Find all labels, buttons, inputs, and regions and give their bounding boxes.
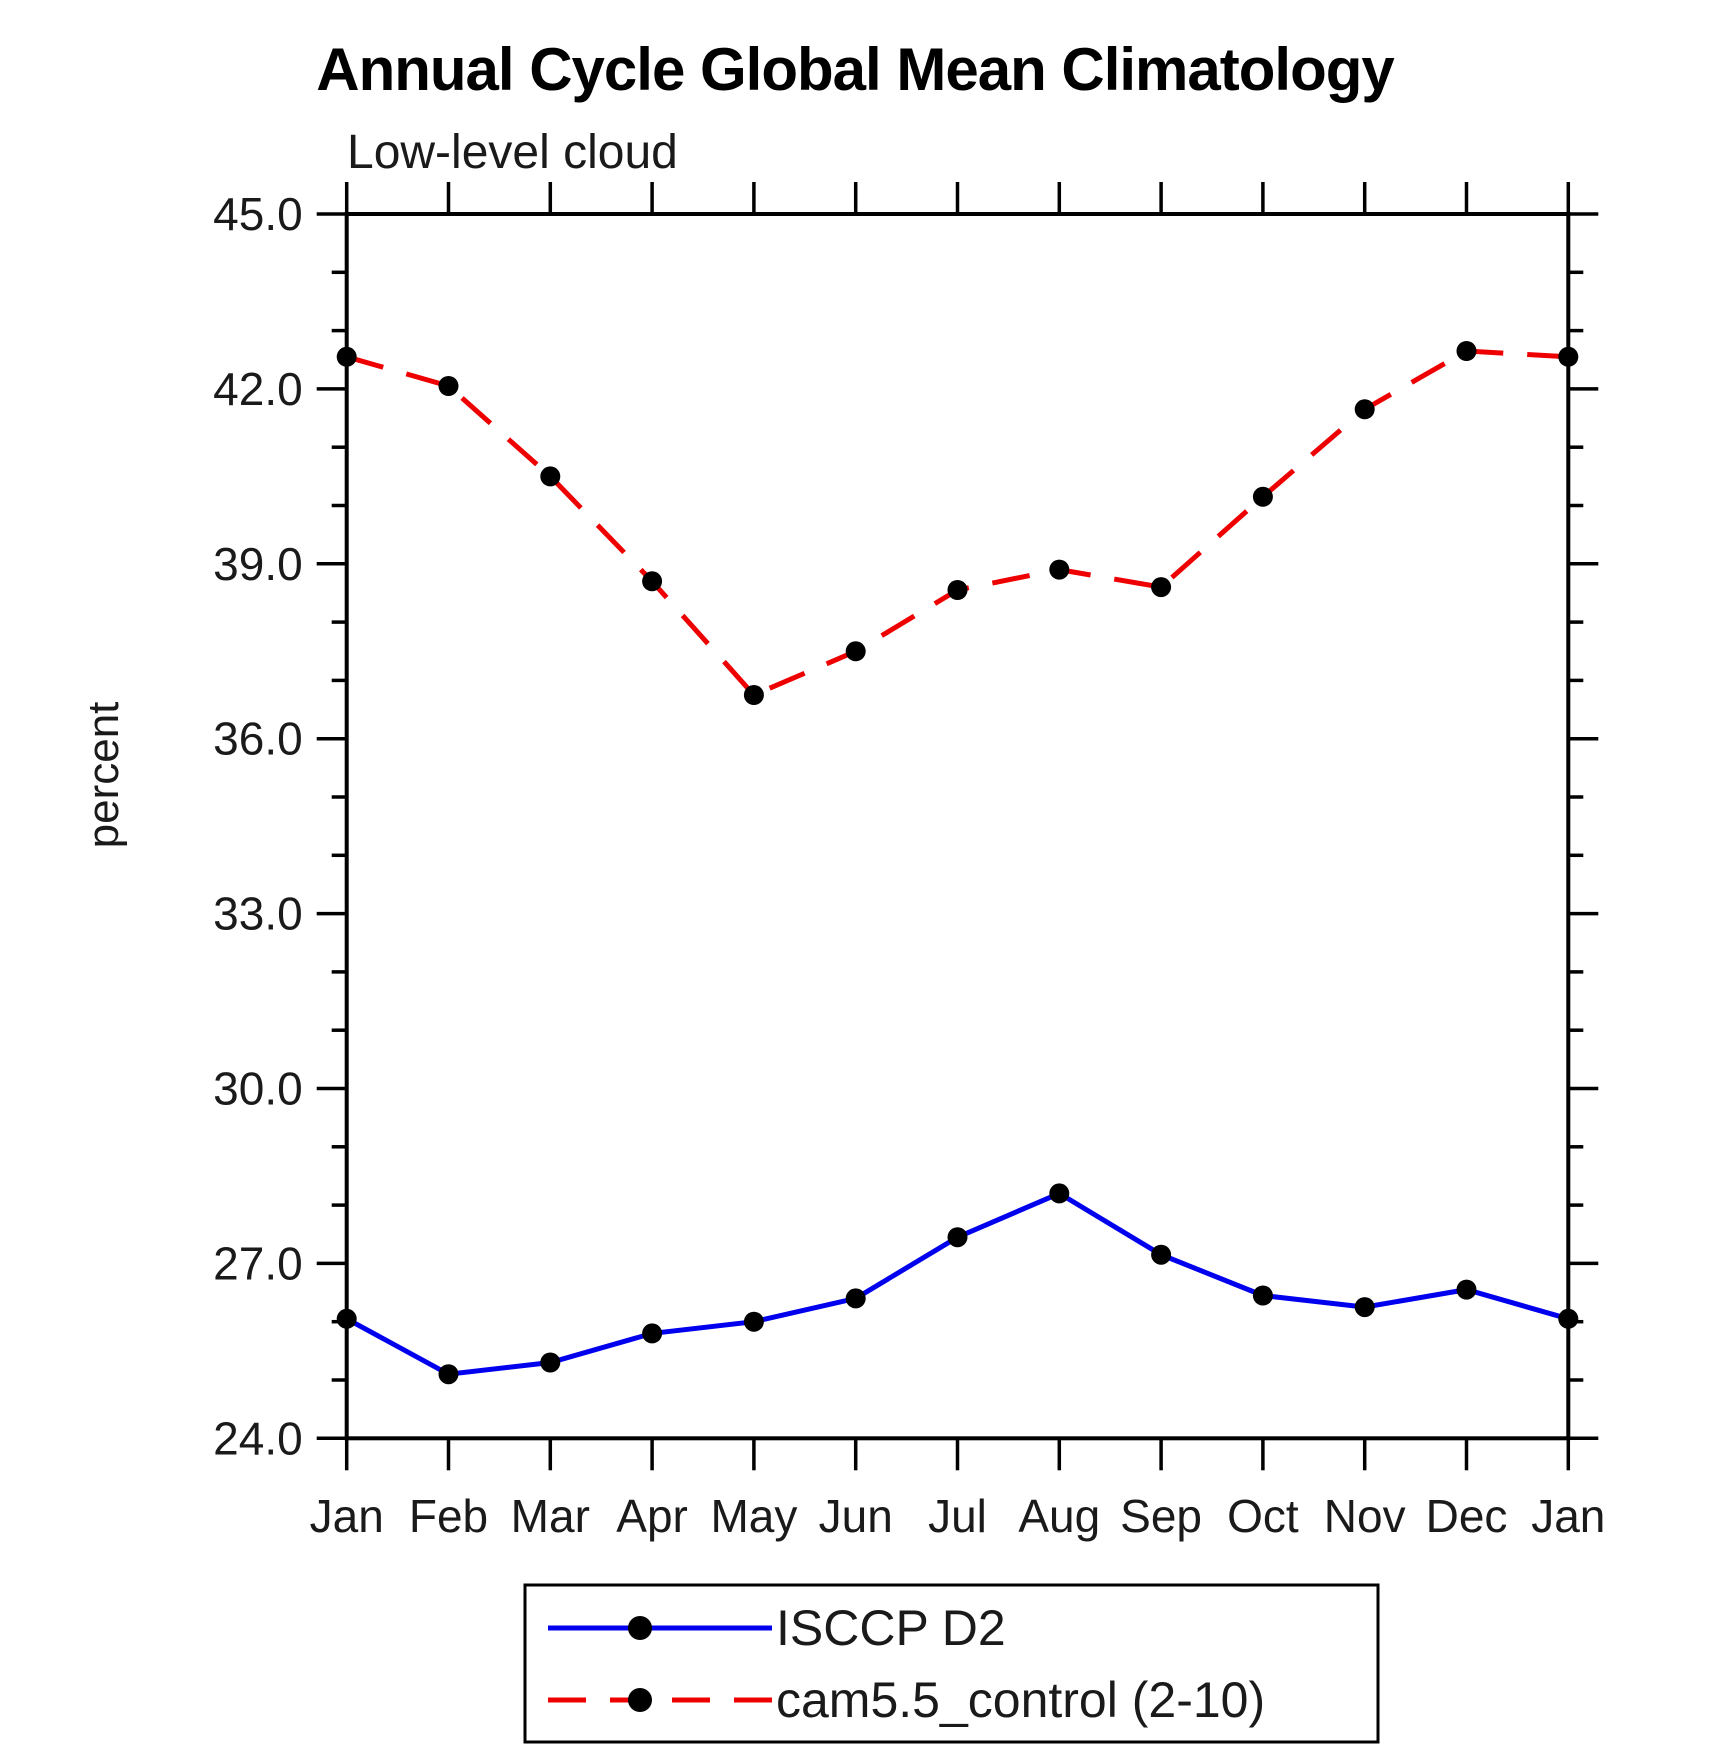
- series-marker-1: [438, 376, 459, 396]
- x-tick-label: Jul: [928, 1490, 987, 1542]
- series-marker-1: [1049, 559, 1070, 580]
- series-marker-0: [438, 1364, 459, 1385]
- series-marker-0: [1558, 1308, 1579, 1329]
- series-marker-1: [1558, 346, 1579, 367]
- y-tick-label: 39.0: [213, 538, 303, 590]
- y-tick-label: 30.0: [213, 1063, 303, 1115]
- series-marker-1: [1354, 399, 1375, 420]
- chart-subtitle: Low-level cloud: [347, 126, 678, 179]
- series-marker-1: [540, 466, 561, 487]
- series-line-1: [346, 348, 1569, 699]
- series-line-0: [345, 1190, 1569, 1377]
- legend-box: [523, 1583, 1380, 1744]
- y-tick-label: 36.0: [213, 713, 303, 765]
- y-tick-label: 33.0: [213, 888, 303, 940]
- series-marker-0: [845, 1288, 866, 1309]
- x-tick-label: Oct: [1227, 1490, 1299, 1542]
- x-tick-label: Jan: [310, 1490, 384, 1542]
- y-tick-label: 27.0: [213, 1237, 303, 1289]
- legend-marker-0: [628, 1616, 652, 1640]
- y-axis-title: percent: [79, 702, 128, 849]
- x-tick-label: Apr: [616, 1490, 688, 1542]
- series-marker-0: [947, 1227, 968, 1248]
- series-marker-1: [642, 571, 663, 592]
- series-marker-0: [1354, 1297, 1375, 1318]
- series-marker-0: [540, 1352, 561, 1373]
- series-marker-1: [1456, 341, 1477, 361]
- series-marker-1: [336, 346, 357, 367]
- legend-label-0: ISCCP D2: [776, 1600, 1006, 1656]
- series-marker-1: [1151, 577, 1172, 598]
- x-tick-label: Jun: [819, 1490, 893, 1542]
- series-marker-0: [336, 1308, 357, 1329]
- x-tick-label: Feb: [409, 1490, 488, 1542]
- x-tick-label: Nov: [1324, 1490, 1406, 1542]
- x-tick-label: Sep: [1120, 1490, 1202, 1542]
- series-marker-0: [743, 1311, 764, 1332]
- series-marker-0: [1252, 1285, 1273, 1306]
- x-tick-label: Mar: [511, 1490, 590, 1542]
- series-marker-0: [1456, 1279, 1477, 1300]
- series-marker-1: [1252, 486, 1273, 507]
- x-tick-label: Aug: [1018, 1490, 1100, 1542]
- y-tick-label: 42.0: [213, 363, 303, 415]
- legend-marker-1: [628, 1688, 652, 1712]
- chart-title: Annual Cycle Global Mean Climatology: [316, 36, 1395, 103]
- y-tick-label: 45.0: [213, 188, 303, 240]
- series-marker-0: [1151, 1244, 1172, 1265]
- x-tick-label: May: [710, 1490, 797, 1542]
- y-tick-label: 24.0: [213, 1412, 303, 1464]
- x-tick-label: Dec: [1426, 1490, 1508, 1542]
- plot-area: 24.0 27.0 30.0 33.0 36.0 39.0 42.0 45.0 Jan Feb Ma…: [213, 182, 1605, 1542]
- series-marker-1: [845, 641, 866, 662]
- series-marker-0: [1049, 1183, 1070, 1204]
- series-marker-1: [947, 580, 968, 600]
- series-marker-1: [743, 685, 764, 705]
- series-marker-0: [642, 1323, 663, 1344]
- legend-label-1: cam5.5_control (2-10): [776, 1672, 1265, 1728]
- x-tick-label: Jan: [1531, 1490, 1605, 1542]
- legend: ISCCP D2 cam5.5_control (2-10): [523, 1583, 1380, 1744]
